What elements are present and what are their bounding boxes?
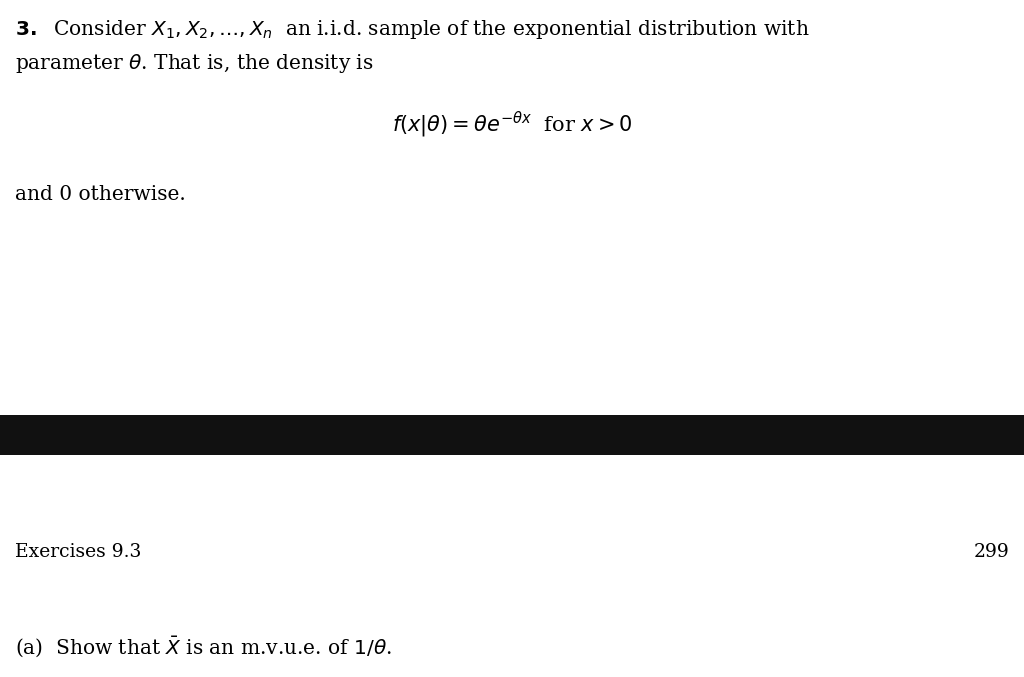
Bar	[0, 415, 1024, 455]
Text: and 0 otherwise.: and 0 otherwise.	[15, 185, 185, 204]
Text: Exercises 9.3: Exercises 9.3	[15, 543, 141, 561]
Text: parameter $\theta$. That is, the density is: parameter $\theta$. That is, the density…	[15, 52, 374, 75]
Text: 299: 299	[973, 543, 1009, 561]
Text: $f(x|\theta) = \theta e^{-\theta x}$  for $x > 0$: $f(x|\theta) = \theta e^{-\theta x}$ for…	[392, 110, 632, 140]
Text: (a)  Show that $\bar{X}$ is an m.v.u.e. of $1/\theta$.: (a) Show that $\bar{X}$ is an m.v.u.e. o…	[15, 635, 392, 659]
Text: $\mathbf{3.}$  Consider $X_1, X_2, \ldots, X_n$  an i.i.d. sample of the exponen: $\mathbf{3.}$ Consider $X_1, X_2, \ldots…	[15, 18, 810, 41]
